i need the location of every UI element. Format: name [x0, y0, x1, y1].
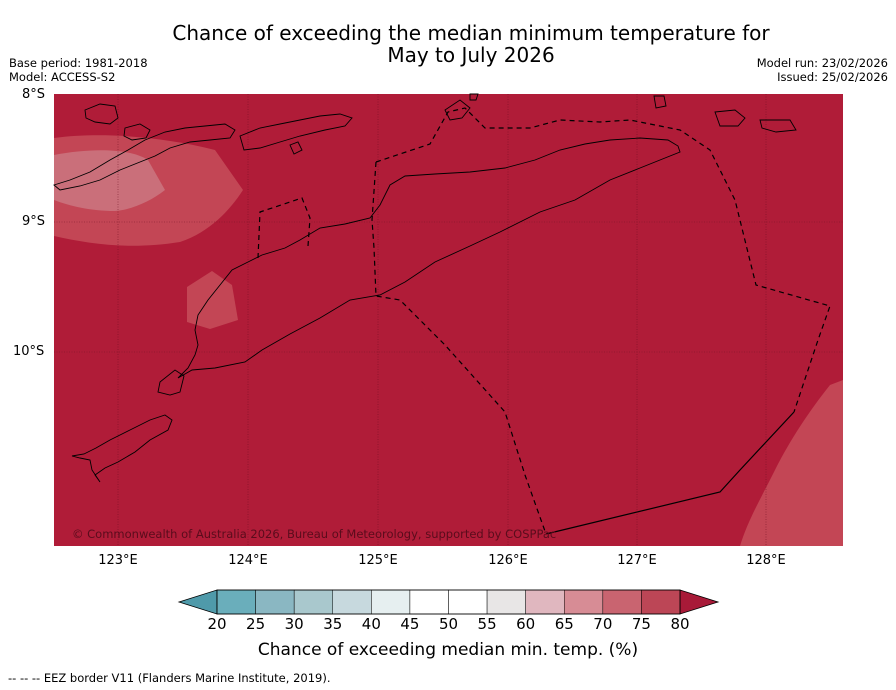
- model-run: Model run: 23/02/2026: [756, 56, 888, 70]
- colorbar-bin: [602, 589, 642, 615]
- footer-credit: -- -- -- EEZ border V11 (Flanders Marine…: [8, 671, 331, 685]
- lat-label-8s: 8°S: [22, 87, 46, 102]
- colorbar-bin: [564, 589, 604, 615]
- colorbar-over-triangle: [679, 589, 720, 615]
- wetar-coastline: [239, 113, 353, 151]
- colorbar-under-triangle: [177, 589, 218, 615]
- colorbar-bin: [486, 589, 526, 615]
- coastlines: [53, 93, 797, 483]
- colorbar-tick-label: 45: [400, 615, 420, 633]
- colorbar-tick-label: 25: [246, 615, 266, 633]
- colorbar-tick-label: 70: [593, 615, 613, 633]
- colorbar-tick-label: 30: [284, 615, 304, 633]
- rote-coastline: [157, 369, 185, 396]
- lat-label-10s: 10°S: [13, 344, 45, 359]
- lon-label-123e: 123°E: [98, 553, 138, 568]
- colorbar-tick-label: 20: [207, 615, 227, 633]
- colorbar-bin: [255, 589, 295, 615]
- flores-coastline: [53, 123, 236, 191]
- title-line2: May to July 2026: [387, 43, 555, 67]
- savu-coastline: [71, 414, 173, 483]
- colorbar-bin: [371, 589, 411, 615]
- pantar-coastline: [123, 123, 151, 141]
- lon-label-127e: 127°E: [617, 553, 657, 568]
- alor-coastline: [84, 103, 119, 125]
- colorbar-bin: [332, 589, 372, 615]
- seabed-boundary: [545, 411, 795, 535]
- eez-border-timor-leste: [257, 197, 311, 259]
- eez-border-oecusse: [371, 161, 547, 535]
- eez-border-north: [375, 107, 831, 413]
- colorbar-tick-label: 65: [554, 615, 574, 633]
- timor-coastline: [177, 137, 681, 379]
- kisar-coastline: [444, 99, 471, 121]
- colorbar: [177, 589, 720, 615]
- colorbar-label: Chance of exceeding median min. temp. (%…: [257, 640, 639, 660]
- base-period: Base period: 1981-2018: [9, 56, 148, 70]
- leti-coastline: [653, 95, 667, 109]
- colorbar-tick-label: 80: [670, 615, 690, 633]
- lon-label-128e: 128°E: [746, 553, 786, 568]
- colorbar-tick-label: 55: [477, 615, 497, 633]
- colorbar-frame: [216, 589, 681, 615]
- colorbar-tick-label: 75: [631, 615, 651, 633]
- lon-label-124e: 124°E: [228, 553, 268, 568]
- colorbar-bin: [216, 589, 256, 615]
- title-line1: Chance of exceeding the median minimum t…: [172, 21, 770, 45]
- roti-islet: [469, 93, 479, 101]
- babar-coastline: [714, 109, 746, 127]
- colorbar-tick-label: 50: [438, 615, 459, 633]
- copyright-text: © Commonwealth of Australia 2026, Bureau…: [72, 527, 557, 541]
- colorbar-bin: [409, 589, 449, 615]
- region-70-percent-northwest: [54, 150, 165, 211]
- lon-label-126e: 126°E: [488, 553, 528, 568]
- region-75-percent-island: [187, 271, 238, 329]
- colorbar-bin: [293, 589, 333, 615]
- colorbar-tick-label: 35: [323, 615, 343, 633]
- eez-borders: [257, 107, 831, 535]
- lon-label-125e: 125°E: [358, 553, 398, 568]
- colorbar-bin: [525, 589, 565, 615]
- colorbar-tick-label: 60: [516, 615, 536, 633]
- lat-label-9s: 9°S: [22, 214, 46, 229]
- issued-date: Issued: 25/02/2026: [777, 70, 888, 84]
- babar-east-coastline: [759, 119, 797, 133]
- colorbar-bin: [641, 589, 681, 615]
- colorbar-bin: [448, 589, 488, 615]
- atauro-coastline: [289, 141, 303, 155]
- model-name: Model: ACCESS-S2: [9, 70, 116, 84]
- colorbar-tick-label: 40: [361, 615, 381, 633]
